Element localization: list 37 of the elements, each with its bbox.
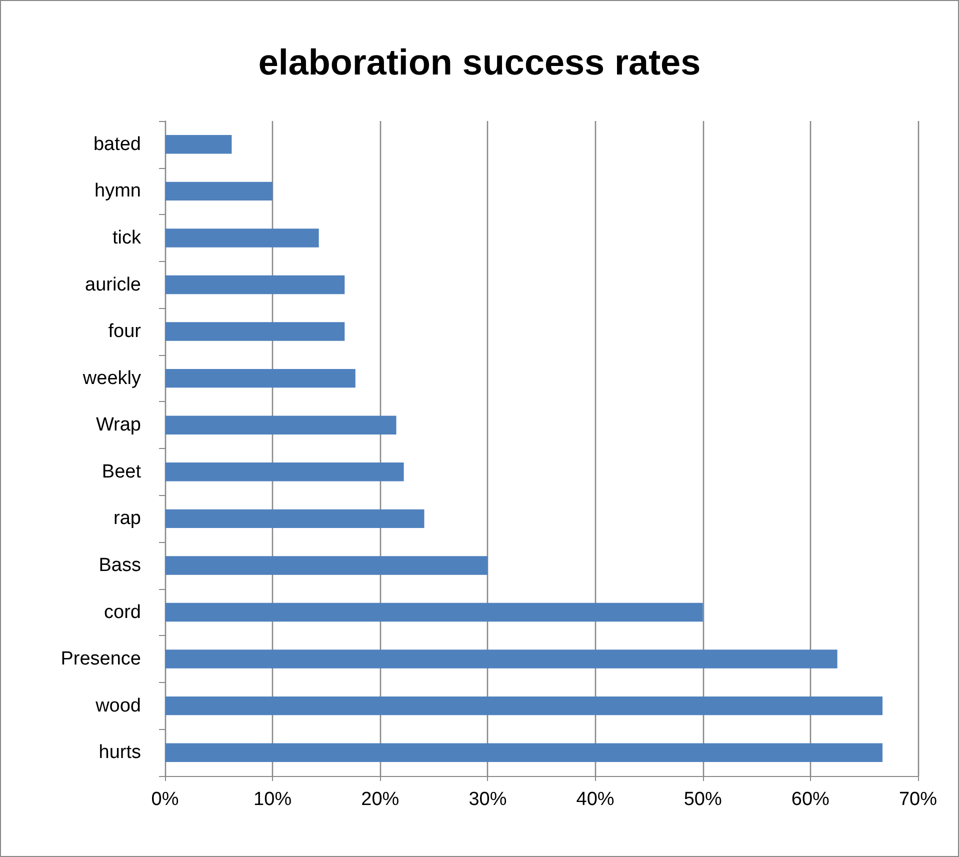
- y-tick-label: hurts: [98, 742, 141, 764]
- y-tick-label: auricle: [85, 274, 141, 296]
- bar: [165, 275, 345, 294]
- y-tick-label: Beet: [102, 461, 142, 482]
- y-tick-label: weekly: [82, 368, 142, 389]
- y-tick-label: Wrap: [96, 414, 141, 436]
- x-tick-label: 10%: [254, 789, 292, 810]
- x-tick-label: 50%: [684, 789, 722, 810]
- x-tick-label: 30%: [468, 789, 507, 810]
- x-tick-label: 40%: [576, 789, 614, 810]
- y-tick-label: wood: [94, 695, 141, 716]
- x-tick-label: 20%: [361, 789, 400, 810]
- y-tick-label: rap: [114, 508, 141, 530]
- bar: [165, 228, 319, 248]
- bar: [165, 556, 488, 575]
- y-tick-label: four: [108, 321, 142, 342]
- bar: [165, 416, 396, 434]
- x-tick-label: 0%: [151, 789, 179, 810]
- bar: [165, 182, 273, 201]
- y-tick-label: hymn: [94, 180, 141, 202]
- bar: [165, 322, 345, 341]
- x-tick-label: 70%: [898, 789, 938, 810]
- bar: [165, 135, 232, 154]
- x-tick-label: 60%: [791, 789, 830, 810]
- bar: [165, 368, 356, 388]
- y-tick-label: tick: [112, 227, 142, 248]
- bar: [165, 462, 404, 482]
- y-tick-label: Bass: [98, 554, 141, 576]
- y-tick-label: cord: [104, 602, 141, 623]
- bar: [165, 696, 882, 716]
- chart-title: elaboration success rates: [258, 42, 701, 82]
- y-tick-label: bated: [93, 134, 141, 155]
- bar: [165, 650, 838, 668]
- bar: [165, 743, 882, 762]
- bar: [165, 602, 703, 622]
- y-tick-label: Presence: [60, 648, 141, 670]
- bar: [165, 509, 424, 528]
